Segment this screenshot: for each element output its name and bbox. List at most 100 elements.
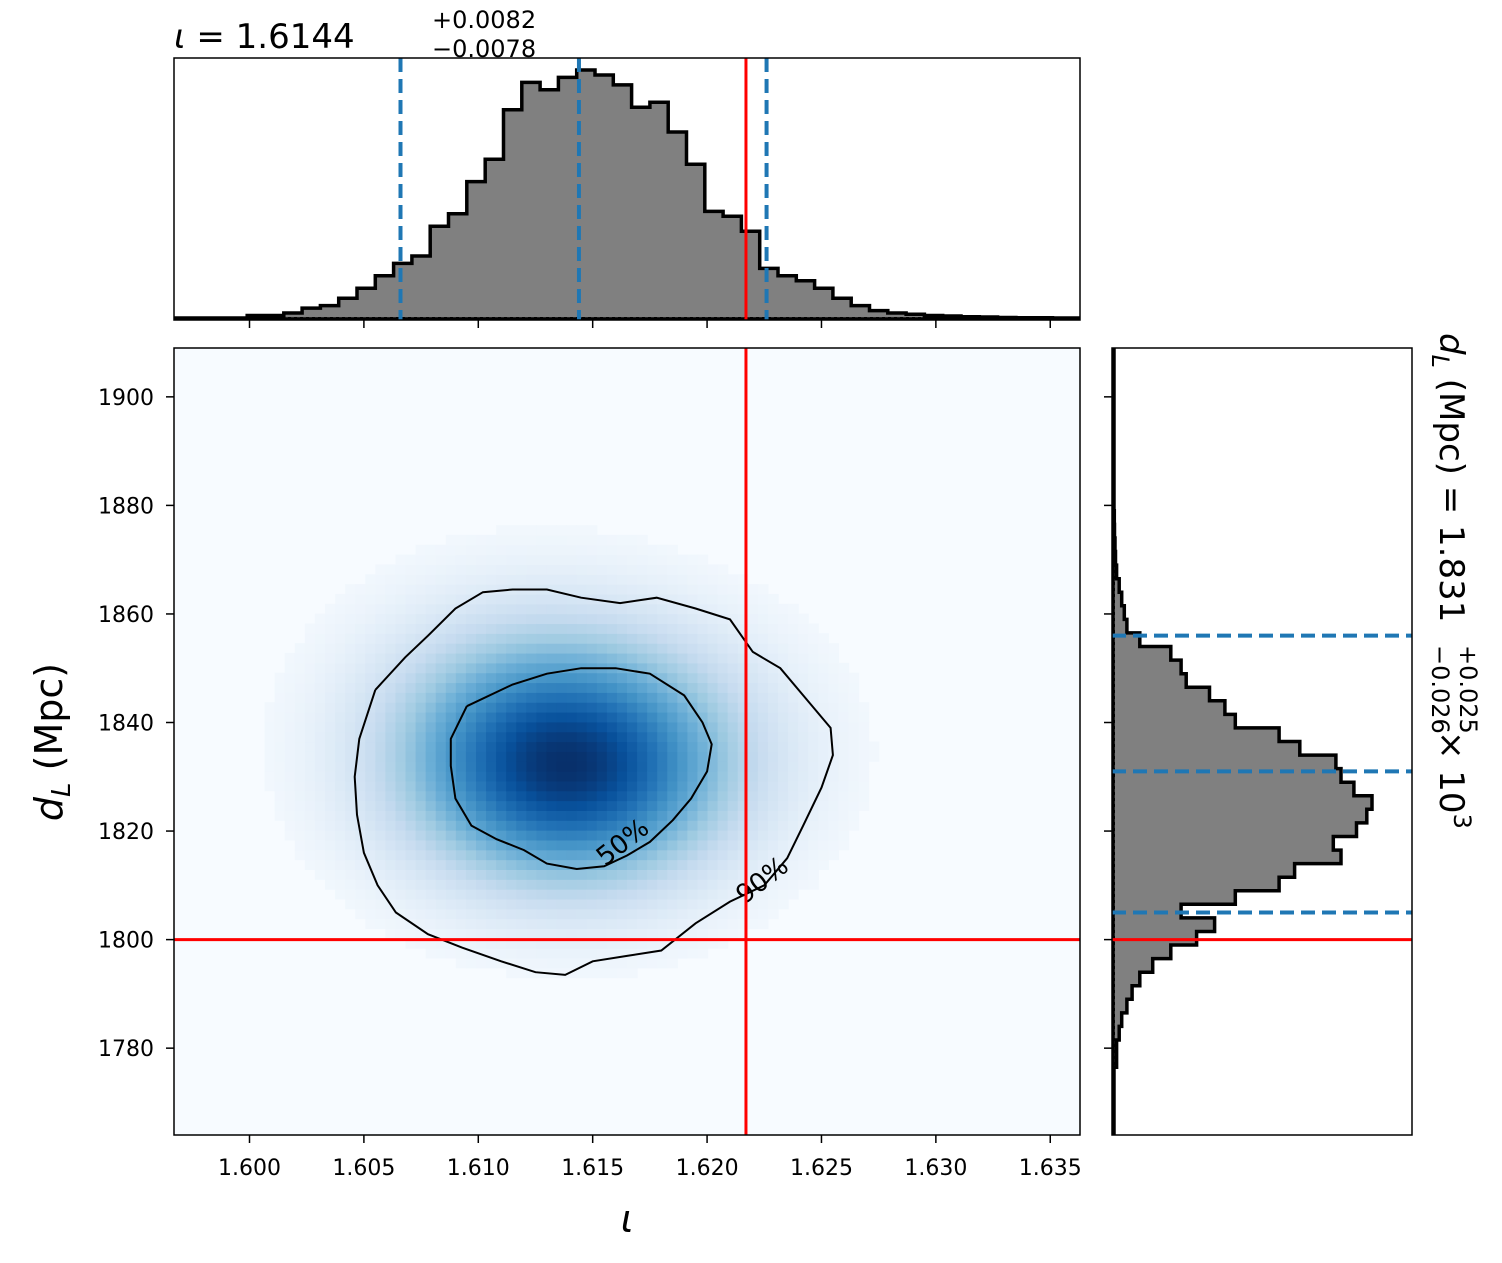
heatmap-cell [677, 761, 688, 772]
heatmap-cell [737, 859, 749, 870]
heatmap-cell [667, 652, 678, 664]
heatmap-cell [627, 603, 638, 615]
heatmap-cell [647, 849, 658, 861]
heatmap-cell [788, 731, 799, 743]
heatmap-cell [385, 603, 397, 615]
heatmap-cell [637, 643, 648, 654]
heatmap-cell [647, 889, 658, 900]
heatmap-cell [425, 584, 437, 595]
heatmap-cell [848, 800, 860, 811]
heatmap-cell [647, 908, 658, 920]
heatmap-cell [697, 928, 709, 939]
heatmap-cell [335, 820, 346, 831]
heatmap-cell [566, 564, 578, 575]
heatmap-cell [465, 682, 477, 693]
heatmap-cell [395, 771, 407, 782]
heatmap-cell [395, 800, 407, 811]
heatmap-cell [616, 564, 628, 575]
heatmap-cell [304, 820, 316, 831]
heatmap-cell [818, 741, 829, 752]
heatmap-cell [415, 889, 427, 900]
heatmap-cell [657, 928, 668, 939]
heatmap-cell [486, 830, 497, 841]
heatmap-cell [455, 672, 467, 684]
heatmap-cell [808, 830, 819, 841]
heatmap-cell [355, 839, 366, 851]
heatmap-cell [365, 908, 376, 920]
heatmap-cell [476, 574, 487, 585]
heatmap-cell [647, 702, 658, 713]
heatmap-cell [476, 908, 487, 920]
heatmap-cell [727, 859, 739, 870]
heatmap-cell [405, 780, 417, 792]
joint-frame [173, 347, 1081, 1136]
heatmap-cell [556, 544, 568, 556]
heatmap-cell [566, 830, 578, 841]
heatmap-cell [687, 761, 699, 772]
heatmap-cell [737, 889, 749, 900]
heatmap-cell [516, 771, 527, 782]
heatmap-cell [445, 574, 457, 585]
heatmap-cell [687, 869, 699, 880]
heatmap-cell [536, 702, 548, 713]
heatmap-cell [778, 692, 789, 703]
heatmap-cell [556, 859, 568, 870]
heatmap-cell [586, 761, 598, 772]
heatmap-cell [637, 682, 648, 693]
heatmap-cell [727, 603, 739, 615]
heatmap-cell [798, 613, 809, 625]
heatmap-cell [476, 721, 487, 733]
heatmap-cell [818, 780, 829, 792]
heatmap-cell [476, 938, 487, 949]
heatmap-cell [425, 574, 437, 585]
heatmap-cell [808, 672, 819, 684]
heatmap-cell [395, 849, 407, 861]
heatmap-cell [606, 544, 618, 556]
heatmap-cell [536, 830, 548, 841]
heatmap-cell [375, 879, 386, 890]
heatmap-cell [546, 593, 558, 605]
heatmap-cell [717, 810, 729, 821]
heatmap-cell [516, 948, 527, 959]
heatmap-cell [526, 928, 537, 939]
heatmap-cell [858, 711, 870, 723]
heatmap-cell [294, 721, 306, 733]
heatmap-cell [546, 721, 558, 733]
heatmap-cell [325, 662, 336, 674]
heatmap-cell [737, 869, 749, 880]
heatmap-cell [435, 889, 447, 900]
x-axis-title: ι [621, 1197, 634, 1241]
heatmap-cell [647, 780, 658, 792]
heatmap-cell [415, 633, 427, 644]
heatmap-cell [627, 584, 638, 595]
heatmap-cell [264, 751, 276, 762]
heatmap-cell [465, 534, 477, 546]
heatmap-cell [697, 554, 709, 566]
heatmap-cell [536, 761, 548, 772]
heatmap-cell [596, 908, 608, 920]
heatmap-cell [798, 859, 809, 870]
heatmap-cell [727, 682, 739, 693]
heatmap-cell [616, 652, 628, 664]
heatmap-cell [284, 652, 296, 664]
heatmap-cell [415, 780, 427, 792]
heatmap-cell [767, 820, 779, 831]
heatmap-cell [687, 584, 699, 595]
heatmap-cell [546, 623, 558, 634]
heatmap-cell [606, 849, 618, 861]
heatmap-cell [757, 820, 769, 831]
heatmap-cell [506, 711, 517, 723]
heatmap-cell [818, 682, 829, 693]
heatmap-cell [425, 603, 437, 615]
heatmap-cell [516, 957, 527, 969]
heatmap-cell [818, 721, 829, 733]
heatmap-cell [737, 741, 749, 752]
heatmap-cell [647, 662, 658, 674]
heatmap-cell [516, 593, 527, 605]
heatmap-cell [435, 741, 447, 752]
heatmap-cell [657, 879, 668, 890]
heatmap-cell [657, 908, 668, 920]
heatmap-cell [375, 761, 386, 772]
heatmap-cell [596, 672, 608, 684]
heatmap-cell [717, 771, 729, 782]
